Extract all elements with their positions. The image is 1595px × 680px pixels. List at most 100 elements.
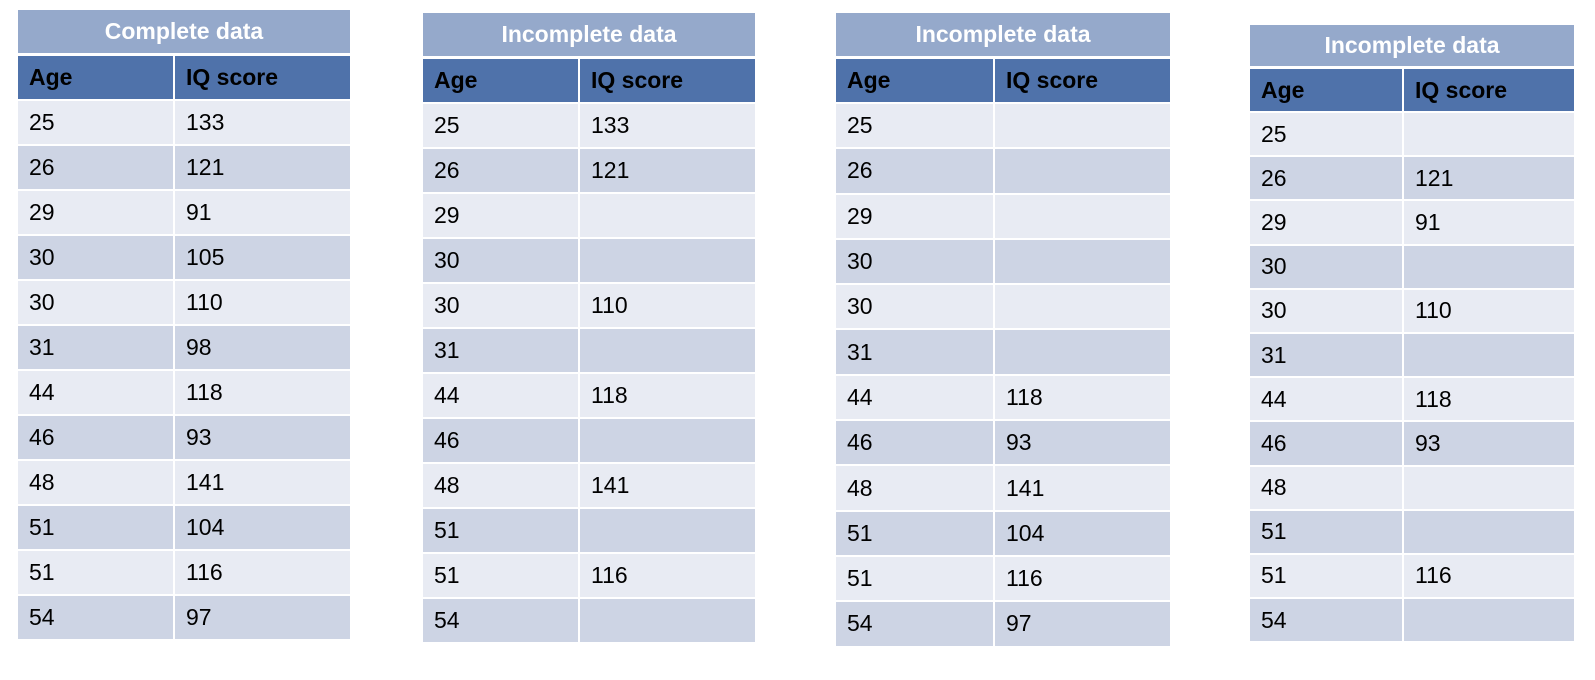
cell-age: 46: [836, 421, 995, 467]
cell-iq-score: 105: [175, 236, 350, 281]
header-iq-score: IQ score: [175, 56, 350, 101]
table-row: 51: [423, 509, 755, 554]
table-row: 31 98: [18, 326, 350, 371]
cell-iq-score: [580, 419, 755, 464]
table-row: 29 91: [18, 191, 350, 236]
table-row: 30 110: [1250, 289, 1574, 334]
cell-iq-score: 133: [175, 101, 350, 146]
table-header-row: Age IQ score: [423, 59, 755, 104]
table-row: 51 116: [836, 556, 1170, 603]
cell-iq-score: [995, 104, 1170, 150]
table-row: 48 141: [18, 461, 350, 506]
cell-age: 25: [18, 101, 175, 146]
table-row: 30: [836, 239, 1170, 286]
cell-age: 30: [423, 284, 580, 329]
table-row: 30: [1250, 245, 1574, 290]
table-title: Incomplete data: [836, 13, 1170, 59]
table-row: 48 141: [423, 464, 755, 509]
cell-age: 51: [423, 509, 580, 554]
table-row: 29: [423, 194, 755, 239]
cell-iq-score: 110: [580, 284, 755, 329]
cell-iq-score: [580, 509, 755, 554]
cell-iq-score: [1404, 246, 1574, 290]
table-header-row: Age IQ score: [1250, 69, 1574, 113]
cell-iq-score: 97: [995, 602, 1170, 648]
table-row: 51: [1250, 510, 1574, 555]
cell-age: 51: [1250, 554, 1404, 600]
cell-age: 51: [836, 511, 995, 557]
cell-iq-score: [580, 599, 755, 644]
table-row: 51 104: [836, 511, 1170, 557]
cell-age: 51: [1250, 510, 1404, 555]
cell-iq-score: 93: [1404, 422, 1574, 467]
cell-iq-score: 141: [175, 461, 350, 506]
table-row: 48: [1250, 466, 1574, 511]
cell-iq-score: [1404, 511, 1574, 555]
cell-age: 48: [836, 466, 995, 512]
cell-age: 48: [18, 461, 175, 506]
cell-age: 46: [423, 419, 580, 464]
table-row: 54 97: [836, 602, 1170, 648]
cell-iq-score: [995, 240, 1170, 286]
cell-age: 26: [1250, 157, 1404, 202]
cell-age: 29: [1250, 201, 1404, 246]
header-age: Age: [423, 59, 580, 104]
cell-age: 26: [423, 149, 580, 194]
table-row: 30: [423, 239, 755, 284]
cell-age: 30: [836, 285, 995, 331]
table-row: 48 141: [836, 466, 1170, 512]
table-row: 54: [1250, 599, 1574, 644]
table-row: 44 118: [836, 375, 1170, 422]
table-row: 46 93: [836, 421, 1170, 467]
table-row: 46 93: [1250, 422, 1574, 467]
cell-iq-score: 116: [175, 551, 350, 596]
cell-iq-score: 104: [175, 506, 350, 551]
cell-age: 44: [423, 374, 580, 419]
cell-age: 31: [836, 330, 995, 376]
cell-iq-score: 118: [995, 376, 1170, 422]
cell-iq-score: 133: [580, 104, 755, 149]
cell-age: 54: [1250, 599, 1404, 644]
cell-age: 30: [836, 239, 995, 286]
cell-age: 46: [18, 416, 175, 461]
cell-iq-score: [1404, 467, 1574, 511]
table-row: 51 104: [18, 506, 350, 551]
cell-age: 44: [1250, 378, 1404, 423]
cell-iq-score: 93: [175, 416, 350, 461]
cell-age: 30: [18, 236, 175, 281]
cell-age: 29: [423, 194, 580, 239]
table-row: 31: [836, 330, 1170, 376]
cell-iq-score: 98: [175, 326, 350, 371]
table-row: 26 121: [423, 149, 755, 194]
cell-age: 26: [836, 149, 995, 195]
table-row: 54 97: [18, 596, 350, 641]
table-row: 25 133: [423, 104, 755, 149]
table-row: 54: [423, 599, 755, 644]
cell-iq-score: 93: [995, 421, 1170, 467]
table-row: 30 110: [18, 281, 350, 326]
cell-iq-score: 118: [175, 371, 350, 416]
data-table-1: Complete data Age IQ score 25 133 26 121 29 91 30…: [18, 10, 350, 641]
cell-iq-score: [1404, 113, 1574, 158]
table-title: Complete data: [18, 10, 350, 56]
cell-iq-score: 91: [1404, 201, 1574, 246]
cell-iq-score: 110: [175, 281, 350, 326]
cell-age: 46: [1250, 422, 1404, 467]
cell-age: 25: [1250, 113, 1404, 158]
cell-age: 48: [423, 464, 580, 509]
cell-age: 48: [1250, 466, 1404, 511]
table-row: 46: [423, 419, 755, 464]
cell-age: 51: [836, 556, 995, 603]
data-table-4: Incomplete data Age IQ score 25 26 121 29 91 30 3…: [1250, 25, 1574, 644]
table-row: 30 110: [423, 284, 755, 329]
cell-age: 31: [423, 329, 580, 374]
cell-iq-score: 116: [995, 557, 1170, 603]
header-iq-score: IQ score: [995, 59, 1170, 104]
cell-iq-score: [580, 329, 755, 374]
cell-iq-score: [995, 149, 1170, 195]
cell-iq-score: 118: [1404, 378, 1574, 423]
cell-iq-score: [995, 285, 1170, 331]
table-row: 51 116: [18, 551, 350, 596]
header-age: Age: [836, 59, 995, 104]
cell-iq-score: [1404, 599, 1574, 644]
